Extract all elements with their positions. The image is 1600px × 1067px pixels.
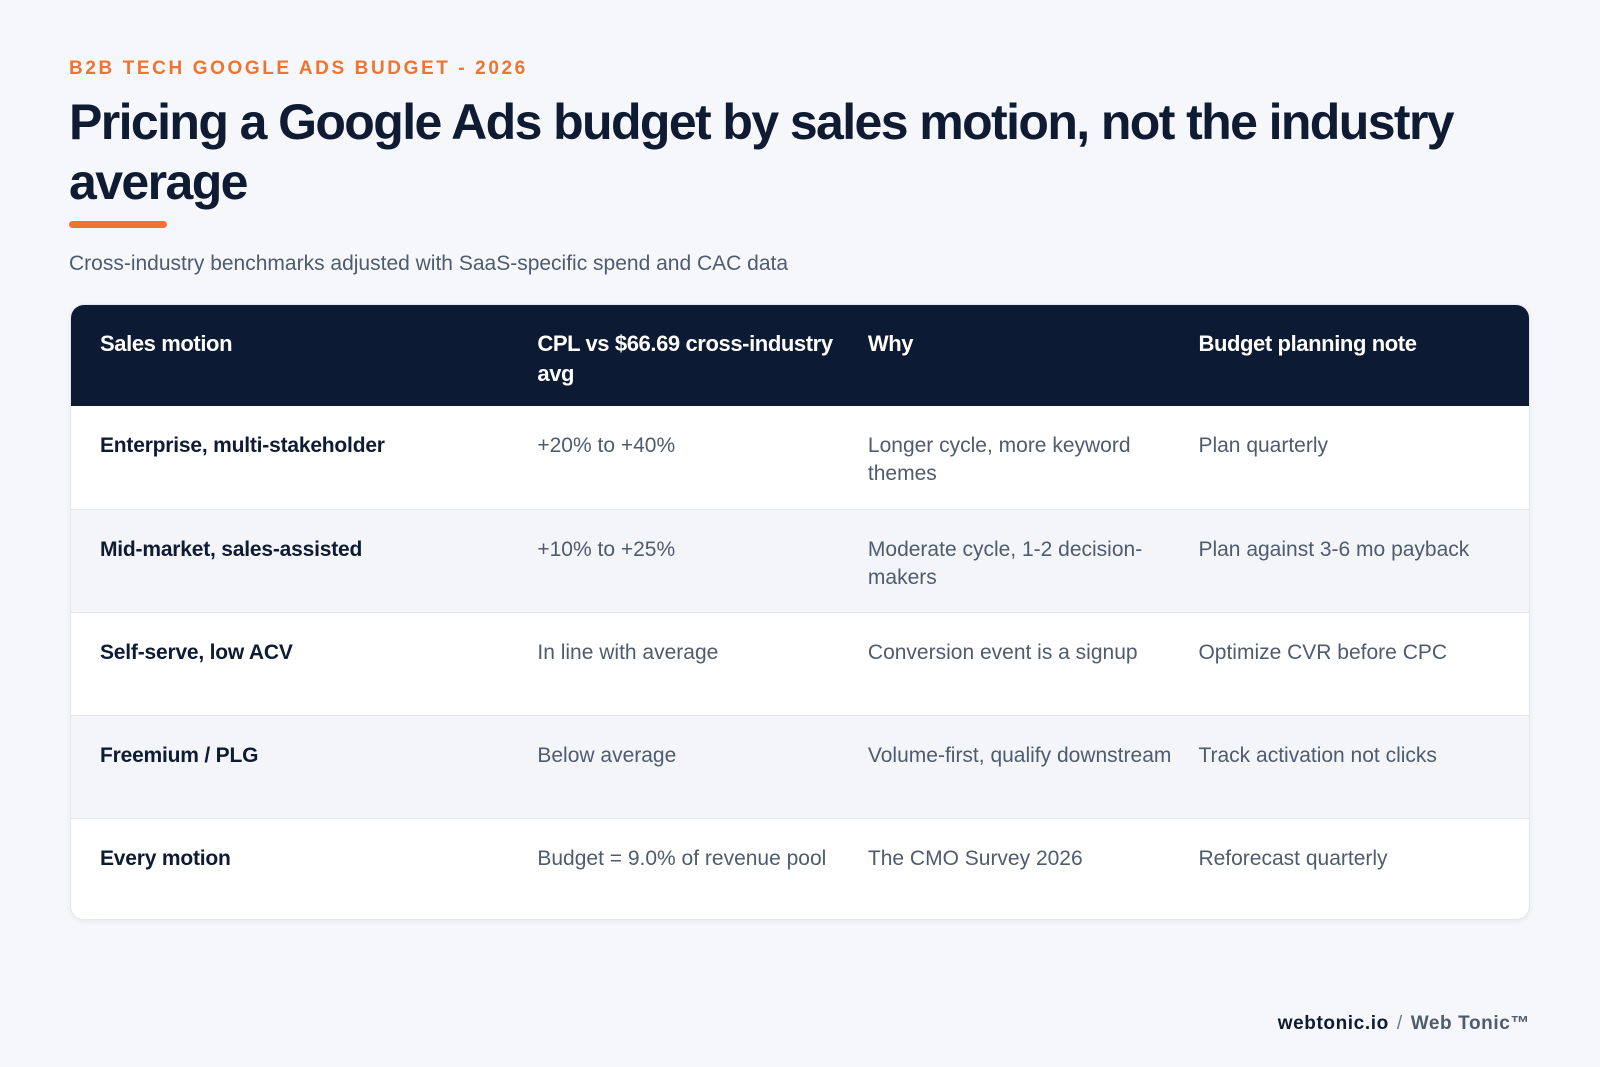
table-header-row: Sales motion CPL vs $66.69 cross-industr… bbox=[71, 305, 1529, 406]
table-row: Mid-market, sales-assisted +10% to +25% … bbox=[71, 509, 1529, 612]
cell-budget-note: Track activation not clicks bbox=[1198, 744, 1437, 767]
cell-why: The CMO Survey 2026 bbox=[867, 847, 1083, 870]
page-title: Pricing a Google Ads budget by sales mot… bbox=[69, 94, 1455, 210]
cell-cpl: +10% to +25% bbox=[537, 538, 676, 561]
table-row: Self-serve, low ACV In line with average… bbox=[71, 612, 1529, 715]
eyebrow-label: B2B TECH GOOGLE ADS BUDGET - 2026 bbox=[69, 58, 528, 79]
table-row: Freemium / PLG Below average Volume-firs… bbox=[71, 715, 1529, 818]
column-header-sales-motion: Sales motion bbox=[100, 331, 233, 356]
footer-brand: Web Tonic™ bbox=[1410, 1013, 1530, 1034]
cell-why: Longer cycle, more keyword themes bbox=[867, 434, 1131, 485]
cell-cpl: In line with average bbox=[537, 641, 719, 664]
column-header-why: Why bbox=[867, 331, 914, 356]
page-subtitle: Cross-industry benchmarks adjusted with … bbox=[69, 252, 789, 275]
title-accent-bar bbox=[69, 221, 167, 228]
footer-separator: / bbox=[1396, 1013, 1403, 1034]
cell-sales-motion: Enterprise, multi-stakeholder bbox=[100, 434, 385, 457]
cell-budget-note: Plan against 3-6 mo payback bbox=[1198, 538, 1470, 561]
cell-sales-motion: Mid-market, sales-assisted bbox=[100, 538, 363, 561]
footer-credit: webtonic.io / Web Tonic™ bbox=[1278, 1013, 1530, 1035]
cell-budget-note: Reforecast quarterly bbox=[1198, 847, 1388, 870]
cell-cpl: +20% to +40% bbox=[537, 434, 676, 457]
cell-sales-motion: Self-serve, low ACV bbox=[100, 641, 293, 664]
column-header-budget-note: Budget planning note bbox=[1198, 331, 1417, 356]
table-row: Every motion Budget = 9.0% of revenue po… bbox=[71, 818, 1529, 919]
cell-sales-motion: Freemium / PLG bbox=[100, 744, 259, 767]
cell-sales-motion: Every motion bbox=[100, 847, 231, 870]
table-row: Enterprise, multi-stakeholder +20% to +4… bbox=[71, 406, 1529, 509]
cell-budget-note: Plan quarterly bbox=[1198, 434, 1329, 457]
cell-why: Volume-first, qualify downstream bbox=[867, 744, 1172, 767]
cell-budget-note: Optimize CVR before CPC bbox=[1198, 641, 1448, 664]
cell-why: Conversion event is a signup bbox=[867, 641, 1138, 664]
cell-why: Moderate cycle, 1-2 decision-makers bbox=[867, 538, 1143, 589]
budget-table: Sales motion CPL vs $66.69 cross-industr… bbox=[70, 304, 1530, 920]
footer-site-link[interactable]: webtonic.io bbox=[1277, 1013, 1389, 1034]
table-body: Enterprise, multi-stakeholder +20% to +4… bbox=[71, 406, 1529, 919]
cell-cpl: Budget = 9.0% of revenue pool bbox=[537, 847, 827, 870]
column-header-cpl: CPL vs $66.69 cross-industry avg bbox=[537, 331, 833, 386]
cell-cpl: Below average bbox=[537, 744, 677, 767]
